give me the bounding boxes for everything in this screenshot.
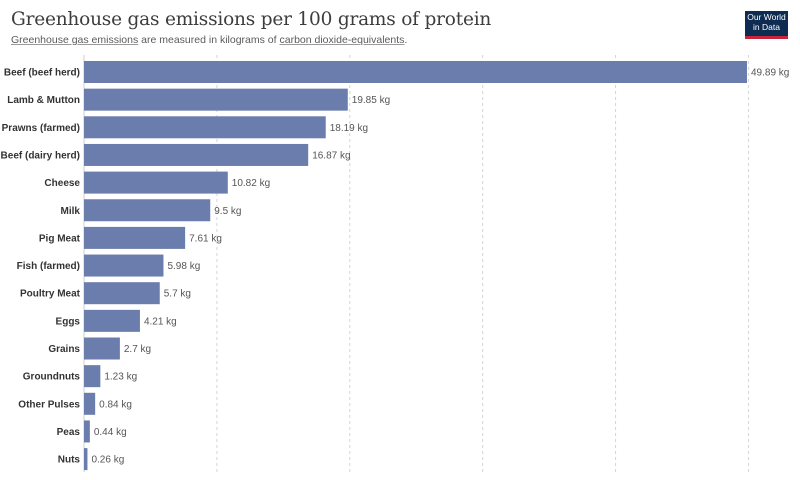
category-label-2: Prawns (farmed): [2, 123, 80, 134]
category-label-5: Milk: [61, 206, 81, 217]
category-label-9: Eggs: [56, 316, 81, 327]
bar-4[interactable]: [84, 171, 228, 194]
bar-1[interactable]: [84, 88, 348, 111]
value-label-14: 0.26 kg: [91, 455, 124, 466]
category-label-4: Cheese: [44, 178, 80, 189]
value-label-0: 49.89 kg: [751, 68, 789, 79]
category-label-3: Beef (dairy herd): [1, 150, 80, 161]
category-label-7: Fish (farmed): [17, 261, 80, 272]
value-label-5: 9.5 kg: [214, 206, 241, 217]
bar-6[interactable]: [84, 226, 186, 249]
category-label-8: Poultry Meat: [20, 289, 81, 300]
bar-8[interactable]: [84, 282, 160, 305]
owid-logo[interactable]: Our World in Data: [745, 11, 788, 39]
bar-3[interactable]: [84, 143, 309, 166]
chart-title: Greenhouse gas emissions per 100 grams o…: [11, 9, 492, 30]
category-label-10: Grains: [48, 344, 80, 355]
value-label-1: 19.85 kg: [352, 95, 390, 106]
subtitle-period: .: [404, 34, 408, 46]
subtitle-link-co2eq[interactable]: carbon dioxide-equivalents: [279, 34, 405, 46]
bar-11[interactable]: [84, 365, 101, 388]
value-label-11: 1.23 kg: [104, 372, 137, 383]
bar-0[interactable]: [84, 61, 747, 83]
value-label-8: 5.7 kg: [164, 289, 191, 300]
bar-14[interactable]: [84, 448, 88, 471]
bar-2[interactable]: [84, 116, 326, 139]
category-label-12: Other Pulses: [18, 399, 80, 410]
value-label-10: 2.7 kg: [124, 344, 151, 355]
bar-5[interactable]: [84, 199, 211, 222]
logo-line-2: in Data: [753, 22, 780, 32]
bar-12[interactable]: [84, 392, 96, 415]
category-label-0: Beef (beef herd): [4, 68, 80, 79]
value-label-4: 10.82 kg: [232, 178, 270, 189]
category-label-6: Pig Meat: [39, 233, 81, 244]
bar-10[interactable]: [84, 337, 120, 360]
category-label-1: Lamb & Mutton: [7, 95, 80, 106]
value-label-7: 5.98 kg: [167, 261, 200, 272]
subtitle-link-ghg[interactable]: Greenhouse gas emissions: [11, 34, 139, 46]
value-label-3: 16.87 kg: [312, 150, 350, 161]
category-label-13: Peas: [57, 427, 81, 438]
value-label-12: 0.84 kg: [99, 399, 132, 410]
value-label-9: 4.21 kg: [144, 316, 177, 327]
category-label-11: Groundnuts: [23, 372, 81, 383]
value-label-2: 18.19 kg: [330, 123, 368, 134]
chart-subtitle: Greenhouse gas emissions are measured in…: [11, 34, 407, 46]
subtitle-text: are measured in kilograms of: [138, 34, 280, 46]
logo-line-1: Our World: [747, 12, 786, 22]
category-label-14: Nuts: [58, 455, 81, 466]
bar-9[interactable]: [84, 309, 140, 332]
bar-7[interactable]: [84, 254, 164, 277]
bar-13[interactable]: [84, 420, 90, 443]
value-label-13: 0.44 kg: [94, 427, 127, 438]
value-label-6: 7.61 kg: [189, 233, 222, 244]
